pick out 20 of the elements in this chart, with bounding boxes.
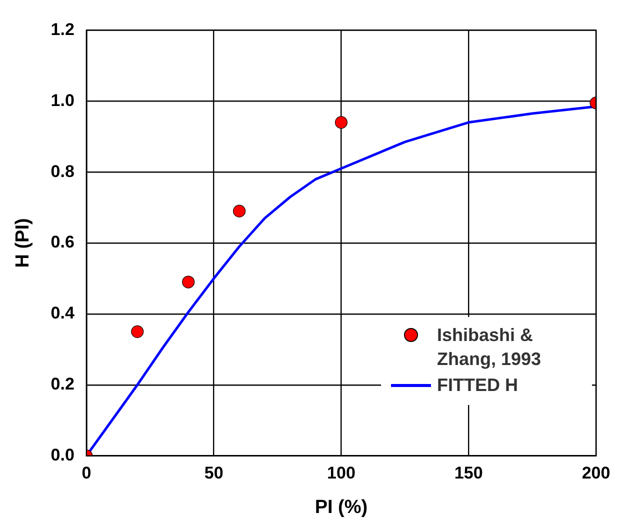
point [334,116,348,129]
y-tick-label: 0.6 [50,232,74,252]
x-tick-label: 200 [582,464,610,483]
x-tick-label: 100 [327,464,356,483]
y-tick-label: 1.0 [50,90,74,110]
legend-label: FITTED H [437,374,519,397]
y-axis-title: H (PI) [12,218,34,268]
x-tick-label: 150 [454,464,483,483]
point [233,204,246,218]
x-axis-title: PI (%) [314,496,368,518]
y-tick-label: 1.2 [50,20,74,39]
y-tick-label: 0.8 [50,162,74,181]
y-tick-label: 0.4 [50,304,75,323]
y-tick-label: 0.2 [50,374,74,394]
point [131,325,144,338]
point [182,276,195,288]
x-tick-label: 50 [204,464,224,483]
legend-label: Ishibashi & Zhang, 1993 [437,324,542,371]
x-tick-label: 0 [82,464,92,483]
y-tick-label: 0.0 [50,445,74,464]
